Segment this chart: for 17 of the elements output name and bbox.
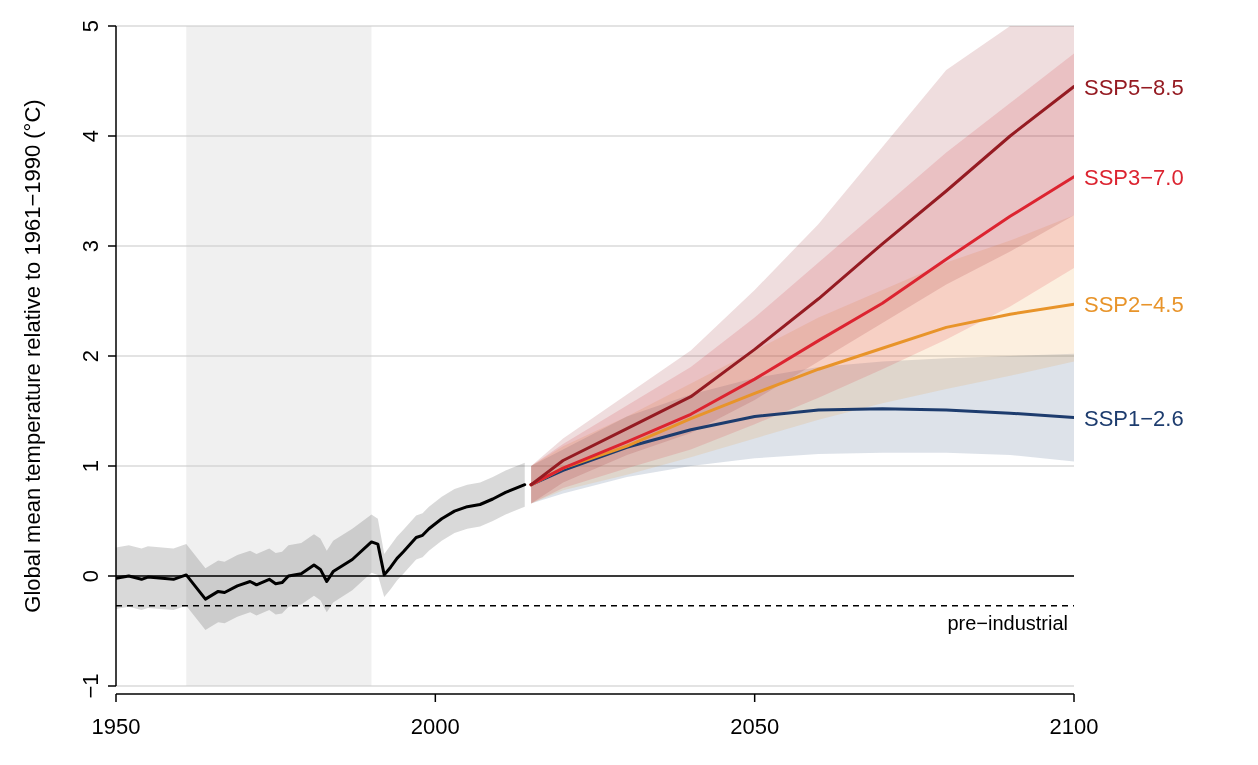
x-tick-label: 2100 bbox=[1049, 714, 1099, 739]
y-tick-label: 1 bbox=[78, 459, 103, 473]
x-tick-label: 2000 bbox=[410, 714, 460, 739]
series-label: SSP2−4.5 bbox=[1084, 292, 1184, 318]
y-axis-title: Global mean temperature relative to 1961−1990 (°C) bbox=[20, 99, 45, 613]
ref-line-label: pre−industrial bbox=[947, 611, 1068, 634]
y-tick-label: 2 bbox=[78, 349, 103, 363]
series-label: SSP5−8.5 bbox=[1084, 74, 1184, 100]
series-label: SSP1−2.6 bbox=[1084, 405, 1184, 431]
series-label: SSP3−7.0 bbox=[1084, 164, 1184, 190]
x-tick-label: 2050 bbox=[730, 714, 780, 739]
y-tick-label: 5 bbox=[78, 19, 103, 33]
y-tick-label: 4 bbox=[78, 129, 103, 143]
y-tick-label: −1 bbox=[78, 673, 103, 699]
x-tick-label: 1950 bbox=[91, 714, 141, 739]
y-tick-label: 0 bbox=[78, 569, 103, 583]
y-tick-label: 3 bbox=[78, 239, 103, 253]
